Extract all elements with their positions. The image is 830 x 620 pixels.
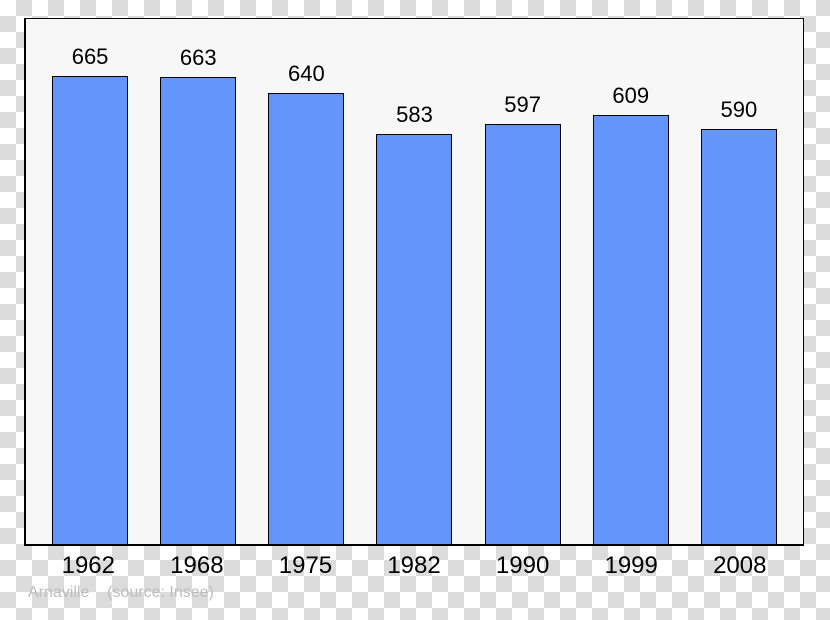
bar — [593, 115, 669, 544]
bar — [701, 129, 777, 544]
x-axis-label: 1975 — [251, 552, 360, 580]
bar-value-label: 609 — [612, 83, 649, 109]
bar-group: 609 — [577, 19, 685, 544]
bar-group: 665 — [36, 19, 144, 544]
bar-group: 663 — [144, 19, 252, 544]
caption-source: (source: Insee) — [107, 584, 214, 601]
x-axis-label: 1999 — [577, 552, 686, 580]
bars-container: 665 663 640 583 597 609 590 — [26, 19, 803, 544]
chart-caption: Arnaville (source: Insee) — [28, 584, 214, 602]
x-axis-label: 1962 — [34, 552, 143, 580]
bar-value-label: 590 — [721, 97, 758, 123]
x-axis-labels: 1962196819751982199019992008 — [24, 552, 804, 580]
x-axis-label: 2008 — [685, 552, 794, 580]
bar-value-label: 640 — [288, 61, 325, 87]
bar-group: 583 — [360, 19, 468, 544]
x-axis-label: 1990 — [468, 552, 577, 580]
bar-value-label: 583 — [396, 102, 433, 128]
x-axis-label: 1982 — [360, 552, 469, 580]
bar — [160, 77, 236, 544]
bar-group: 640 — [252, 19, 360, 544]
bar — [52, 76, 128, 544]
bar-value-label: 597 — [504, 92, 541, 118]
bar — [485, 124, 561, 544]
bar-group: 597 — [469, 19, 577, 544]
bar-value-label: 663 — [180, 45, 217, 71]
bar-group: 590 — [685, 19, 793, 544]
bar-value-label: 665 — [72, 44, 109, 70]
chart-plot-area: 665 663 640 583 597 609 590 — [24, 18, 804, 546]
x-axis-label: 1968 — [143, 552, 252, 580]
caption-place: Arnaville — [28, 584, 89, 601]
bar — [376, 134, 452, 544]
bar — [268, 93, 344, 544]
